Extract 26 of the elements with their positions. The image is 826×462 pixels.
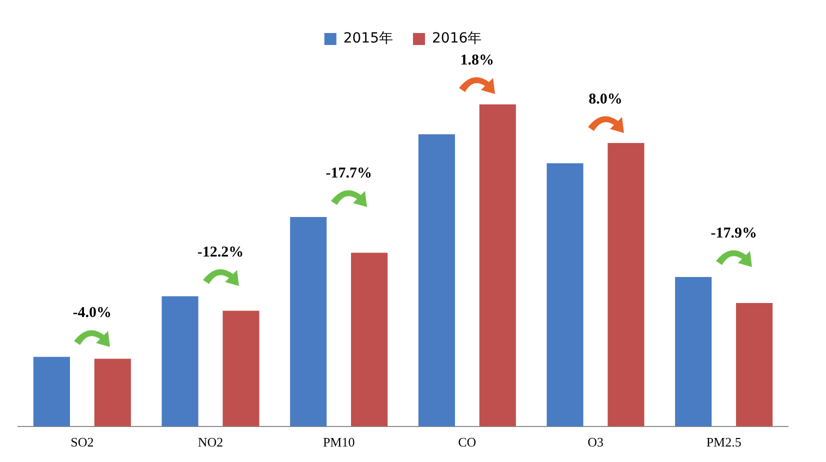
bar <box>351 252 388 426</box>
annotation: 8.0% <box>588 91 622 108</box>
text: 1.8% <box>460 52 494 69</box>
legend-label: 2015年 <box>343 30 394 47</box>
annotation: -4.0% <box>72 305 112 322</box>
x-tick-label: O3 <box>588 434 604 450</box>
bar <box>94 358 131 426</box>
bar <box>675 276 712 426</box>
bar <box>162 296 198 426</box>
bar <box>546 163 584 426</box>
bar <box>418 134 455 426</box>
bar <box>479 104 516 426</box>
bar <box>736 303 773 426</box>
x-tick-label: SO2 <box>70 434 94 450</box>
x-tick-label: CO <box>458 434 476 450</box>
legend-label: 2016年 <box>432 30 482 47</box>
bar <box>222 310 260 426</box>
bar <box>608 142 644 426</box>
x-tick-label: NO2 <box>198 434 224 450</box>
annotation: -17.7% <box>326 165 372 182</box>
annotation: -17.9% <box>710 225 757 242</box>
x-tick-label: PM10 <box>322 434 355 450</box>
bar <box>290 217 327 426</box>
annotation: -12.2% <box>197 244 244 261</box>
x-tick-label: PM2.5 <box>706 434 742 450</box>
bar <box>33 356 70 426</box>
